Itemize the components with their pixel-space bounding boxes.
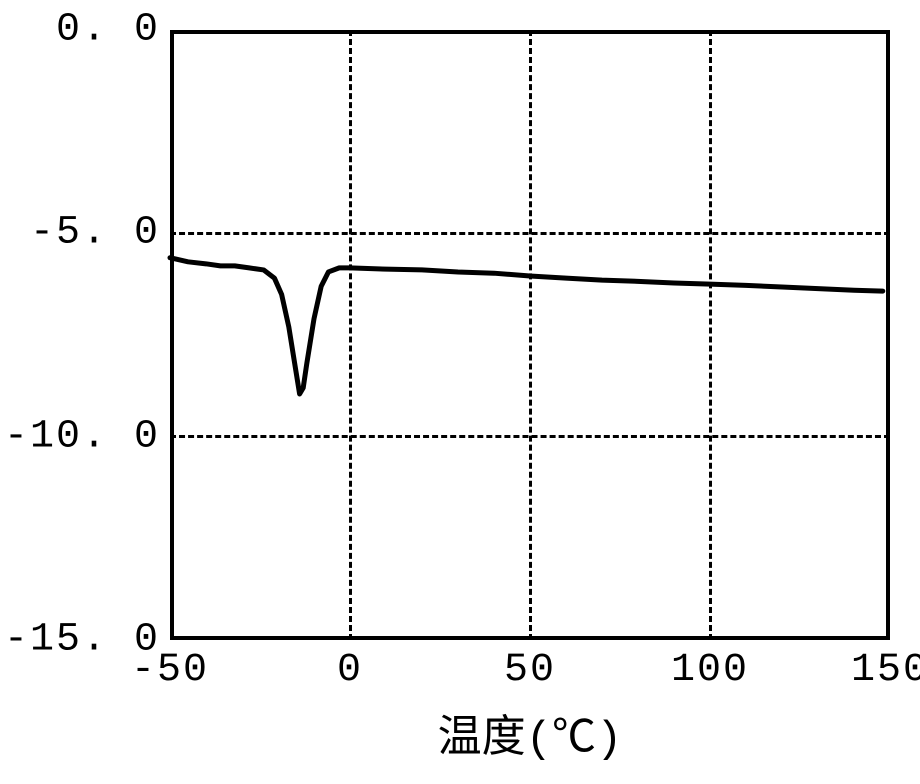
- x-tick-label: 0: [337, 640, 363, 693]
- y-tick-label: 0. 0: [56, 8, 170, 53]
- x-tick-label: 150: [851, 640, 920, 693]
- x-tick-label: -50: [131, 640, 209, 693]
- grid-line-horizontal: [170, 435, 890, 438]
- y-tick-label: -10. 0: [4, 414, 170, 459]
- chart-container: 温度(℃) 0. 0-5. 0-10. 0-15. 0-50050100150: [0, 0, 920, 784]
- plot-area: 温度(℃) 0. 0-5. 0-10. 0-15. 0-50050100150: [170, 30, 890, 640]
- grid-line-vertical: [349, 30, 352, 640]
- x-tick-label: 100: [671, 640, 749, 693]
- grid-line-horizontal: [170, 232, 890, 235]
- x-tick-label: 50: [504, 640, 556, 693]
- grid-line-vertical: [529, 30, 532, 640]
- series-line: [170, 258, 883, 394]
- grid-line-vertical: [709, 30, 712, 640]
- x-axis-title: 温度(℃): [438, 700, 623, 765]
- y-tick-label: -5. 0: [30, 211, 170, 256]
